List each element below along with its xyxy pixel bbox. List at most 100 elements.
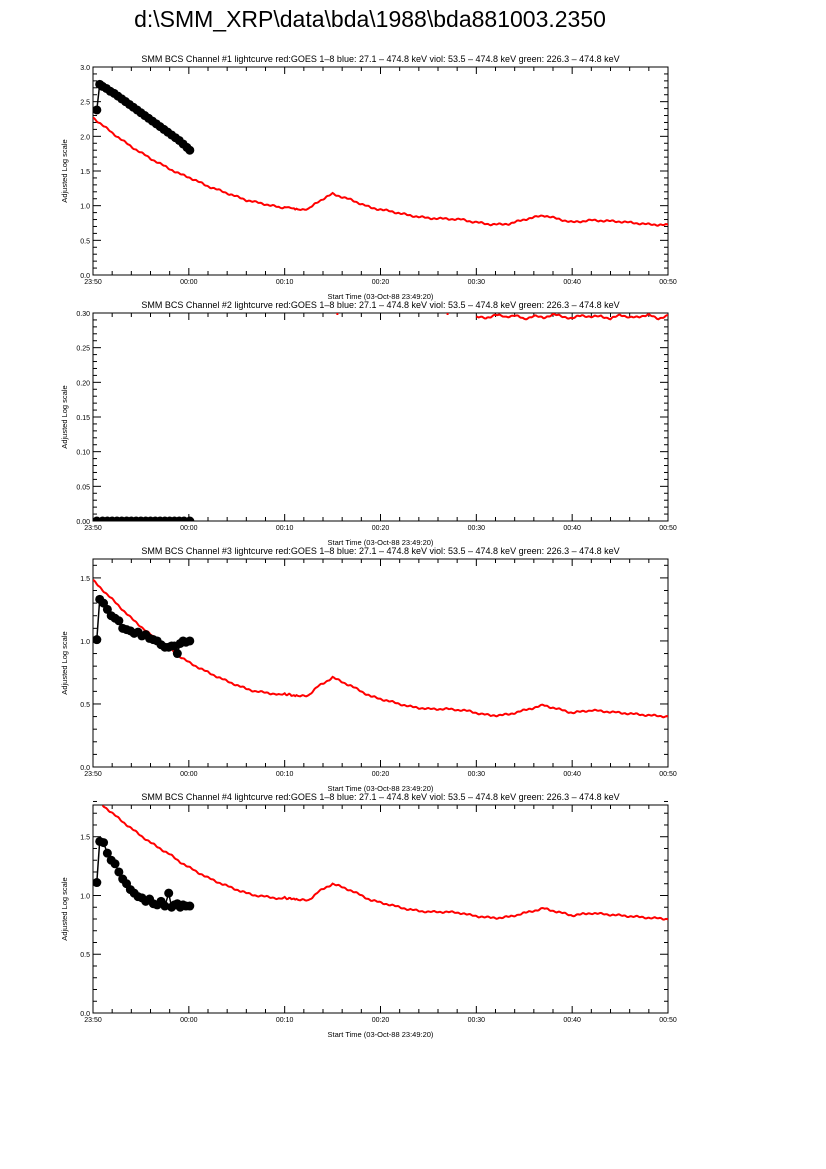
bcs-point xyxy=(172,649,182,659)
y-tick-label: 2.5 xyxy=(80,100,90,107)
bcs-point xyxy=(185,516,195,521)
x-tick-label: 00:40 xyxy=(563,771,581,778)
bcs-point xyxy=(93,635,102,645)
panel-title: SMM BCS Channel #1 lightcurve red:GOES 1… xyxy=(141,54,619,64)
panel-2: SMM BCS Channel #2 lightcurve red:GOES 1… xyxy=(60,300,677,547)
y-axis-label: Adjusted Log scale xyxy=(60,877,69,940)
y-tick-label: 1.5 xyxy=(80,576,90,583)
y-tick-label: 1.5 xyxy=(80,835,90,842)
bcs-point xyxy=(160,901,170,911)
y-axis-label: Adjusted Log scale xyxy=(60,385,69,448)
plot-frame xyxy=(92,66,669,276)
panel-1: SMM BCS Channel #1 lightcurve red:GOES 1… xyxy=(60,54,677,301)
x-tick-label: 00:30 xyxy=(468,279,486,286)
bcs-series xyxy=(93,594,195,659)
x-axis-label: Start Time (03-Oct-88 23:49:20) xyxy=(328,292,434,301)
bcs-point xyxy=(93,878,102,888)
panel-title: SMM BCS Channel #2 lightcurve red:GOES 1… xyxy=(141,300,619,310)
y-tick-label: 2.0 xyxy=(80,134,90,141)
bcs-point xyxy=(99,838,109,848)
bcs-point xyxy=(185,145,195,155)
x-tick-label: 00:50 xyxy=(659,1017,677,1024)
goes-series xyxy=(336,313,668,321)
x-tick-label: 00:20 xyxy=(372,771,390,778)
bcs-point xyxy=(110,859,120,869)
y-tick-label: 0.10 xyxy=(76,450,90,457)
x-tick-label: 00:50 xyxy=(659,279,677,286)
panel-title: SMM BCS Channel #4 lightcurve red:GOES 1… xyxy=(141,792,619,802)
y-axis-label: Adjusted Log scale xyxy=(60,139,69,202)
y-tick-label: 3.0 xyxy=(80,65,90,72)
plot-frame xyxy=(92,312,669,522)
plot-frame xyxy=(92,558,669,768)
y-tick-label: 0.5 xyxy=(80,702,90,709)
y-tick-label: 1.5 xyxy=(80,169,90,176)
panel-title: SMM BCS Channel #3 lightcurve red:GOES 1… xyxy=(141,546,619,556)
y-tick-label: 0.15 xyxy=(76,415,90,422)
y-tick-label: 1.0 xyxy=(80,204,90,211)
panel-3: SMM BCS Channel #3 lightcurve red:GOES 1… xyxy=(60,546,677,793)
x-tick-label: 00:40 xyxy=(563,1017,581,1024)
y-tick-label: 0.0 xyxy=(80,765,90,772)
goes-series xyxy=(101,805,668,921)
bcs-point xyxy=(102,848,112,858)
y-tick-label: 1.0 xyxy=(80,893,90,900)
y-tick-label: 0.30 xyxy=(76,311,90,318)
x-tick-label: 23:50 xyxy=(84,1017,102,1024)
bcs-point xyxy=(93,105,102,115)
y-tick-label: 1.0 xyxy=(80,639,90,646)
x-axis-label: Start Time (03-Oct-88 23:49:20) xyxy=(328,538,434,547)
x-tick-label: 00:40 xyxy=(563,525,581,532)
plot-frame xyxy=(92,804,669,1014)
bcs-point xyxy=(185,901,195,911)
x-tick-label: 00:00 xyxy=(180,279,198,286)
y-tick-label: 0.5 xyxy=(80,238,90,245)
goes-line xyxy=(101,805,668,921)
x-tick-label: 00:50 xyxy=(659,771,677,778)
goes-series xyxy=(93,116,668,227)
y-tick-label: 0.25 xyxy=(76,346,90,353)
x-tick-label: 00:10 xyxy=(276,1017,294,1024)
page-title: d:\SMM_XRP\data\bda\1988\bda881003.2350 xyxy=(134,6,606,32)
bcs-point xyxy=(114,616,124,626)
goes-speck xyxy=(446,313,449,315)
x-tick-label: 00:20 xyxy=(372,1017,390,1024)
x-tick-label: 00:50 xyxy=(659,525,677,532)
x-tick-label: 00:10 xyxy=(276,279,294,286)
x-tick-label: 23:50 xyxy=(84,525,102,532)
bcs-series xyxy=(93,836,195,912)
x-tick-label: 00:10 xyxy=(276,771,294,778)
x-axis-label: Start Time (03-Oct-88 23:49:20) xyxy=(328,1030,434,1039)
x-tick-label: 00:40 xyxy=(563,279,581,286)
x-tick-label: 00:00 xyxy=(180,1017,198,1024)
y-tick-label: 0.05 xyxy=(76,484,90,491)
x-tick-label: 00:10 xyxy=(276,525,294,532)
x-tick-label: 00:30 xyxy=(468,525,486,532)
y-tick-label: 0.0 xyxy=(80,1011,90,1018)
goes-speck xyxy=(336,313,339,315)
x-axis-label: Start Time (03-Oct-88 23:49:20) xyxy=(328,784,434,793)
goes-line xyxy=(93,116,668,227)
bcs-series xyxy=(93,516,195,521)
x-tick-label: 00:00 xyxy=(180,771,198,778)
y-tick-label: 0.5 xyxy=(80,952,90,959)
x-tick-label: 00:30 xyxy=(468,1017,486,1024)
panel-4: SMM BCS Channel #4 lightcurve red:GOES 1… xyxy=(60,792,677,1039)
bcs-point xyxy=(185,636,195,646)
y-tick-label: 0.20 xyxy=(76,380,90,387)
y-tick-label: 0.0 xyxy=(80,273,90,280)
y-tick-label: 0.00 xyxy=(76,519,90,526)
goes-series xyxy=(93,579,668,719)
goes-line xyxy=(475,313,668,321)
x-tick-label: 00:30 xyxy=(468,771,486,778)
x-tick-label: 00:20 xyxy=(372,525,390,532)
x-tick-label: 00:00 xyxy=(180,525,198,532)
x-tick-label: 23:50 xyxy=(84,279,102,286)
bcs-point xyxy=(164,888,174,898)
bcs-point xyxy=(114,867,124,877)
x-tick-label: 00:20 xyxy=(372,279,390,286)
x-tick-label: 23:50 xyxy=(84,771,102,778)
y-axis-label: Adjusted Log scale xyxy=(60,631,69,694)
goes-line xyxy=(93,579,668,719)
